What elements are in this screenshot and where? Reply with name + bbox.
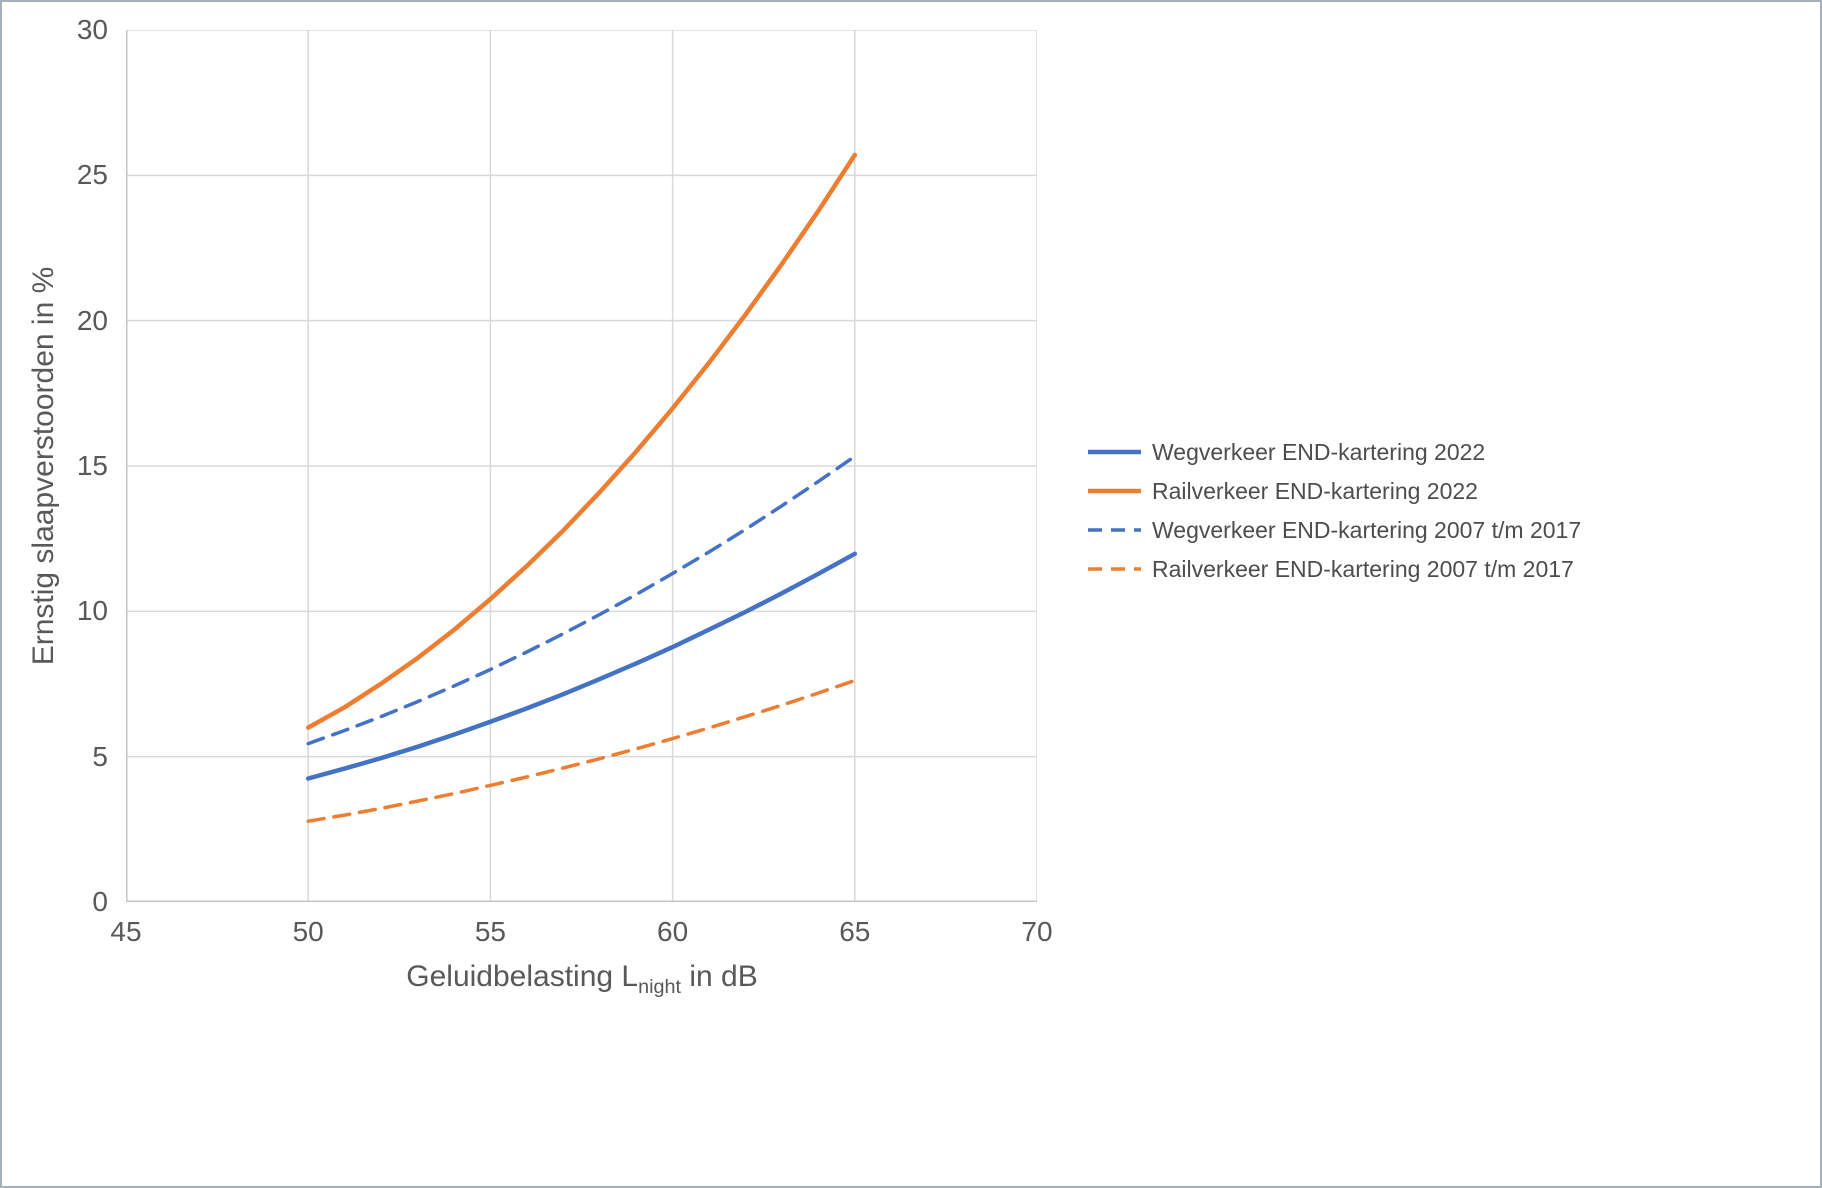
x-tick-label: 65 [839, 916, 871, 947]
x-tick-label: 60 [657, 916, 689, 947]
legend-item: Wegverkeer END-kartering 2022 [1087, 438, 1581, 465]
legend-line-sample [1088, 449, 1141, 455]
legend-item: Wegverkeer END-kartering 2007 t/m 2017 [1087, 516, 1582, 543]
legend-item: Railverkeer END-kartering 2007 t/m 2017 [1087, 555, 1581, 582]
y-tick-label: 20 [76, 304, 108, 336]
legend: Wegverkeer END-kartering 2022 Railverkeer… [1087, 438, 1582, 582]
series-line-0 [305, 551, 858, 781]
series-line-2 [306, 454, 857, 746]
x-axis-tick-labels: 45 50 55 60 65 70 [2, 918, 1820, 952]
y-axis-title: Ernstig slaapverstoorden in % [27, 266, 60, 666]
legend-line-sample [1088, 488, 1141, 494]
plot-area [126, 30, 1037, 902]
x-axis-title-suffix: in dB [681, 960, 758, 993]
y-axis-tick-labels: 0 5 10 15 20 25 30 [2, 2, 122, 1186]
x-tick-label: 70 [1021, 916, 1053, 947]
y-tick-label: 5 [92, 740, 108, 772]
y-tick-label: 15 [76, 450, 108, 481]
y-tick-label: 10 [76, 595, 108, 627]
legend-line-sample [1088, 528, 1141, 532]
series-line-1 [305, 152, 858, 730]
x-tick-label: 55 [474, 916, 506, 947]
legend-line-sample [1088, 567, 1141, 571]
x-axis-title: Geluidbelasting Lnight in dB [406, 960, 757, 999]
y-tick-label: 0 [92, 886, 108, 917]
legend-item: Railverkeer END-kartering 2022 [1087, 477, 1581, 504]
x-axis-title-subscript: night [638, 976, 682, 998]
series-line-3 [306, 678, 857, 823]
legend-label: Railverkeer END-kartering 2007 t/m 2017 [1152, 555, 1574, 582]
x-tick-label: 50 [292, 916, 324, 947]
legend-label: Wegverkeer END-kartering 2007 t/m 2017 [1152, 516, 1582, 543]
legend-label: Wegverkeer END-kartering 2022 [1152, 438, 1486, 465]
y-tick-label: 30 [76, 14, 108, 45]
x-axis-title-prefix: Geluidbelasting L [406, 960, 639, 993]
y-tick-label: 25 [76, 159, 108, 191]
x-tick-label: 45 [110, 916, 142, 947]
legend-label: Railverkeer END-kartering 2022 [1152, 477, 1478, 504]
